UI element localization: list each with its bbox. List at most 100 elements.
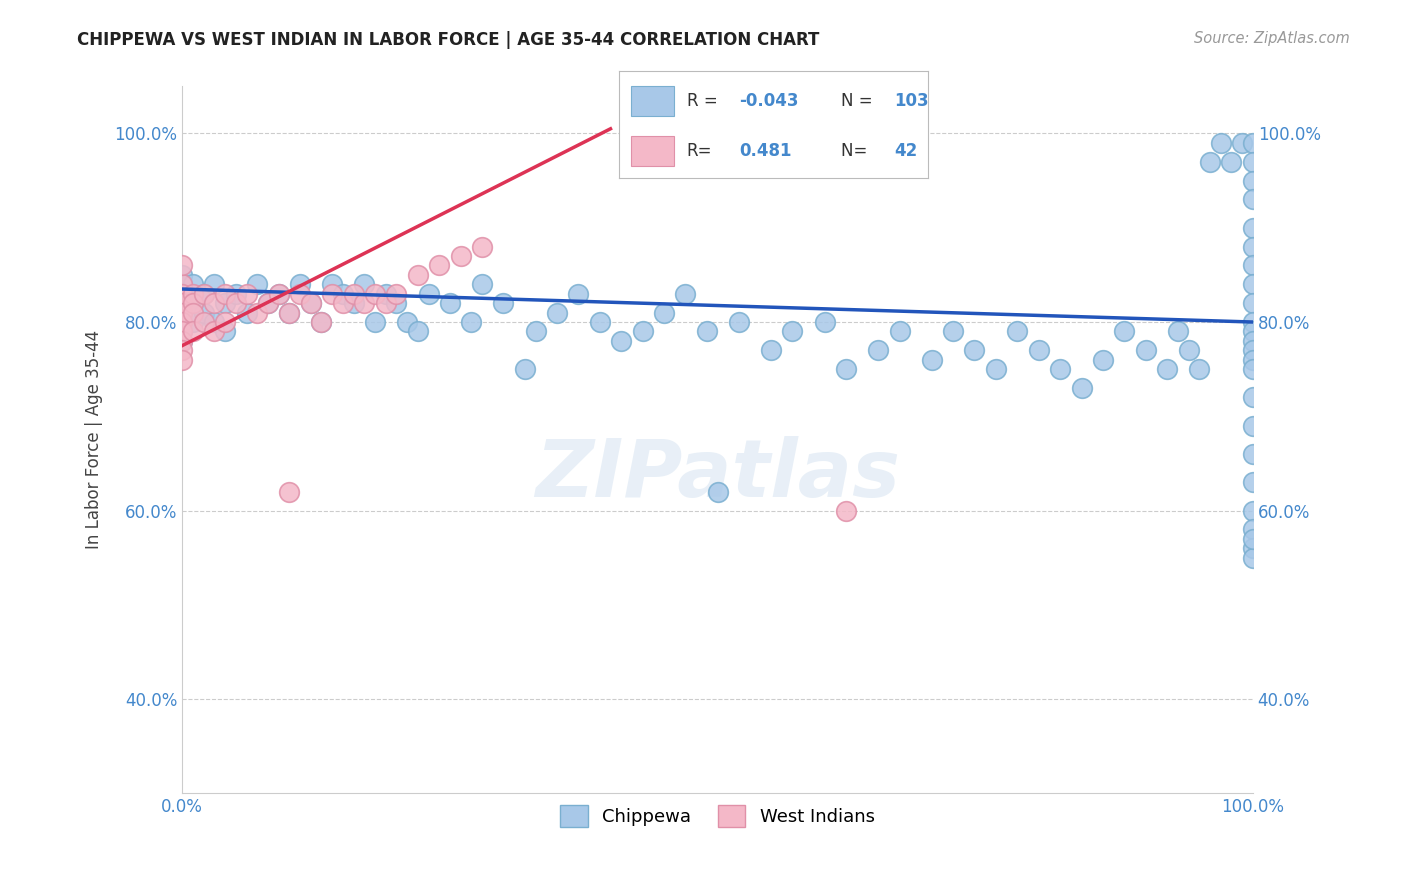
Point <box>427 259 450 273</box>
Point <box>225 286 247 301</box>
Text: 42: 42 <box>894 142 917 160</box>
Point <box>172 352 194 367</box>
Point <box>1241 343 1264 358</box>
Point <box>385 286 408 301</box>
Point <box>202 325 225 339</box>
Point <box>1114 325 1136 339</box>
Point <box>235 305 257 319</box>
Point <box>202 296 225 310</box>
Point <box>868 343 890 358</box>
Point <box>172 277 194 292</box>
Point <box>1241 154 1264 169</box>
Point <box>193 315 215 329</box>
Point <box>172 343 194 358</box>
Point <box>1070 381 1092 395</box>
Text: CHIPPEWA VS WEST INDIAN IN LABOR FORCE | AGE 35-44 CORRELATION CHART: CHIPPEWA VS WEST INDIAN IN LABOR FORCE |… <box>77 31 820 49</box>
Point <box>1135 343 1157 358</box>
Point <box>181 315 204 329</box>
Point <box>631 325 654 339</box>
Point <box>1209 136 1232 150</box>
Point <box>1241 259 1264 273</box>
Point <box>1241 475 1264 490</box>
Point <box>321 277 343 292</box>
Point <box>610 334 633 348</box>
Point <box>1241 352 1264 367</box>
Legend: Chippewa, West Indians: Chippewa, West Indians <box>554 797 882 834</box>
Text: -0.043: -0.043 <box>740 93 799 111</box>
Point <box>1241 362 1264 376</box>
Point <box>1220 154 1243 169</box>
Text: Source: ZipAtlas.com: Source: ZipAtlas.com <box>1194 31 1350 46</box>
Point <box>1028 343 1050 358</box>
Point <box>652 305 675 319</box>
Point <box>1241 523 1264 537</box>
Point <box>374 286 396 301</box>
Point <box>172 296 194 310</box>
Point <box>1241 391 1264 405</box>
Point <box>706 484 728 499</box>
Point <box>214 315 236 329</box>
Point <box>374 296 396 310</box>
Point <box>172 325 194 339</box>
Point <box>963 343 986 358</box>
Point <box>353 296 375 310</box>
Point <box>172 286 194 301</box>
Point <box>513 362 536 376</box>
Point <box>278 305 301 319</box>
Point <box>364 286 387 301</box>
Point <box>1241 296 1264 310</box>
Point <box>288 277 311 292</box>
Point <box>406 325 429 339</box>
Point <box>172 334 194 348</box>
Point <box>984 362 1007 376</box>
Point <box>1241 277 1264 292</box>
Point <box>942 325 965 339</box>
Point <box>172 296 194 310</box>
Point <box>202 315 225 329</box>
Point <box>835 503 858 517</box>
Point <box>1241 541 1264 556</box>
Point <box>1167 325 1189 339</box>
Point <box>1091 352 1114 367</box>
Point <box>172 305 194 319</box>
Point <box>385 296 408 310</box>
Point <box>471 277 494 292</box>
Point <box>267 286 290 301</box>
Point <box>299 296 322 310</box>
Point <box>418 286 440 301</box>
Point <box>675 286 697 301</box>
Point <box>332 296 354 310</box>
Point <box>311 315 333 329</box>
Point <box>353 277 375 292</box>
Point <box>524 325 547 339</box>
Text: N =: N = <box>841 93 879 111</box>
Point <box>1241 418 1264 433</box>
Point <box>1007 325 1029 339</box>
Point <box>921 352 943 367</box>
Point <box>214 296 236 310</box>
Point <box>460 315 482 329</box>
Point <box>759 343 782 358</box>
Point <box>1241 334 1264 348</box>
Point <box>1241 193 1264 207</box>
Point <box>889 325 911 339</box>
Y-axis label: In Labor Force | Age 35-44: In Labor Force | Age 35-44 <box>86 330 103 549</box>
Point <box>1241 503 1264 517</box>
Point <box>193 286 215 301</box>
Point <box>172 286 194 301</box>
Point <box>696 325 718 339</box>
Point <box>202 277 225 292</box>
Point <box>235 286 257 301</box>
Point <box>1177 343 1199 358</box>
Point <box>342 296 364 310</box>
Point <box>1156 362 1178 376</box>
Point <box>1241 325 1264 339</box>
Point <box>342 286 364 301</box>
Point <box>813 315 835 329</box>
Point <box>267 286 290 301</box>
Point <box>1241 220 1264 235</box>
Point <box>278 484 301 499</box>
Text: 103: 103 <box>894 93 928 111</box>
Text: R=: R= <box>686 142 713 160</box>
Point <box>1241 550 1264 565</box>
